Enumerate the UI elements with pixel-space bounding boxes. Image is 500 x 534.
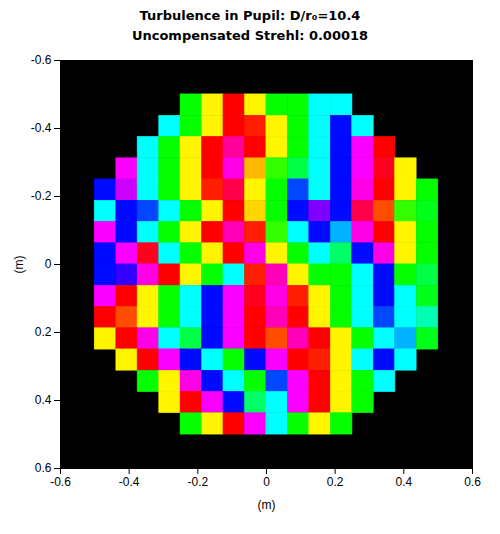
svg-text:0.2: 0.2 [327, 475, 344, 489]
svg-text:-0.4: -0.4 [31, 121, 52, 135]
svg-text:0.4: 0.4 [35, 393, 52, 407]
html-text:Turbulence in Pupil: D/r₀=10.4: Turbulence in Pupil: D/r₀=10.4 [139, 8, 361, 23]
svg-text:-0.2: -0.2 [187, 475, 208, 489]
svg-text:0.6: 0.6 [464, 475, 481, 489]
svg-text:0: 0 [45, 257, 52, 271]
svg-text:-0.2: -0.2 [31, 189, 52, 203]
svg-text:-0.4: -0.4 [119, 475, 140, 489]
html-text:Uncompensated Strehl: 0.00018: Uncompensated Strehl: 0.00018 [131, 28, 369, 43]
svg-text:-0.6: -0.6 [50, 475, 71, 489]
svg-text:(m): (m) [12, 256, 26, 274]
svg-text:0.6: 0.6 [35, 461, 52, 475]
svg-text:0.2: 0.2 [35, 325, 52, 339]
svg-text:-0.6: -0.6 [31, 53, 52, 67]
svg-text:0.4: 0.4 [395, 475, 412, 489]
svg-text:(m): (m) [258, 498, 276, 512]
svg-text:0: 0 [263, 475, 270, 489]
